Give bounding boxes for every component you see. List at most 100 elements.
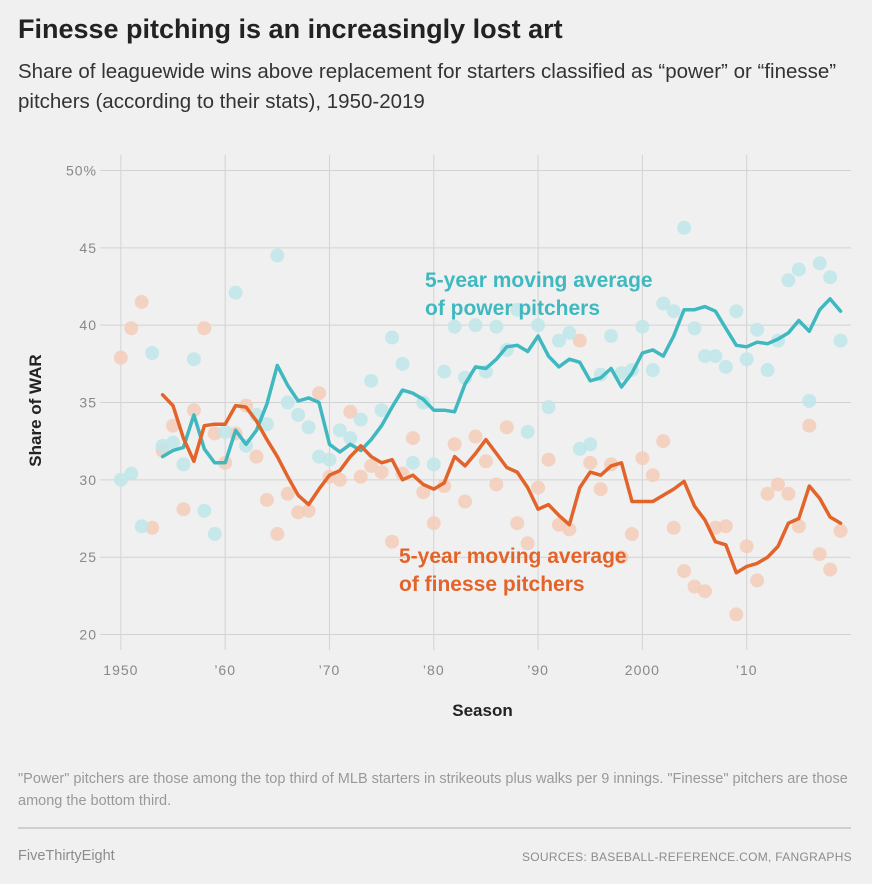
finesse-point bbox=[270, 526, 285, 541]
power-point bbox=[531, 318, 546, 333]
y-tick-label: 50% bbox=[66, 162, 97, 178]
power-point bbox=[468, 318, 483, 333]
power-point bbox=[437, 364, 452, 379]
power-point bbox=[572, 441, 587, 456]
finesse-point bbox=[416, 485, 431, 500]
power-point bbox=[645, 363, 660, 378]
power-point bbox=[823, 270, 838, 285]
y-tick-label: 45 bbox=[79, 240, 97, 256]
finesse-point bbox=[478, 454, 493, 469]
finesse-point bbox=[332, 472, 347, 487]
power-point bbox=[833, 333, 848, 348]
finesse-point bbox=[176, 502, 191, 517]
x-tick-label: ’10 bbox=[736, 662, 758, 678]
power-point bbox=[124, 466, 139, 481]
finesse-series-label: of finesse pitchers bbox=[399, 573, 585, 596]
x-tick-label: ’90 bbox=[527, 662, 549, 678]
finesse-point bbox=[343, 404, 358, 419]
y-tick-label: 30 bbox=[79, 472, 97, 488]
finesse-point bbox=[145, 520, 160, 535]
finesse-point bbox=[833, 523, 848, 538]
finesse-point bbox=[186, 403, 201, 418]
finesse-point bbox=[593, 482, 608, 497]
chart-footnote: "Power" pitchers are those among the top… bbox=[18, 771, 848, 809]
power-point bbox=[583, 437, 598, 452]
finesse-point bbox=[197, 321, 212, 336]
finesse-point bbox=[770, 477, 785, 492]
power-point bbox=[697, 349, 712, 364]
finesse-point bbox=[531, 480, 546, 495]
power-point bbox=[113, 472, 128, 487]
power-series-label: 5-year moving average bbox=[425, 269, 653, 292]
power-point bbox=[332, 423, 347, 438]
power-point bbox=[270, 248, 285, 263]
power-point bbox=[510, 302, 525, 317]
power-point bbox=[718, 359, 733, 374]
finesse-point bbox=[729, 607, 744, 622]
power-point bbox=[259, 417, 274, 432]
finesse-point bbox=[489, 477, 504, 492]
finesse-point bbox=[645, 468, 660, 483]
finesse-point bbox=[124, 321, 139, 336]
finesse-series-label: 5-year moving average bbox=[399, 545, 627, 568]
finesse-point bbox=[614, 550, 629, 565]
power-point bbox=[708, 349, 723, 364]
finesse-point bbox=[385, 534, 400, 549]
finesse-point bbox=[280, 486, 295, 501]
power-point bbox=[739, 352, 754, 367]
finesse-point bbox=[583, 455, 598, 470]
finesse-point bbox=[364, 458, 379, 473]
y-tick-label: 35 bbox=[79, 395, 97, 411]
finesse-point bbox=[259, 492, 274, 507]
power-point bbox=[218, 424, 233, 439]
finesse-point bbox=[353, 469, 368, 484]
x-tick-label: 1950 bbox=[103, 662, 138, 678]
power-point bbox=[426, 457, 441, 472]
y-tick-label: 40 bbox=[79, 317, 97, 333]
x-tick-label: ’80 bbox=[423, 662, 445, 678]
x-axis-label: Season bbox=[452, 701, 512, 720]
x-tick-label: ’70 bbox=[319, 662, 341, 678]
finesse-point bbox=[499, 420, 514, 435]
power-point bbox=[562, 325, 577, 340]
power-moving-average-line bbox=[160, 297, 843, 465]
brand-logo-text: FiveThirtyEight bbox=[18, 848, 115, 864]
power-point bbox=[405, 455, 420, 470]
power-point bbox=[343, 431, 358, 446]
finesse-point bbox=[447, 437, 462, 452]
finesse-point bbox=[562, 522, 577, 537]
sources-note: SOURCES: BASEBALL-REFERENCE.COM, FANGRAP… bbox=[521, 850, 852, 864]
finesse-point bbox=[520, 536, 535, 551]
power-point bbox=[750, 322, 765, 337]
power-point bbox=[791, 262, 806, 277]
finesse-point bbox=[697, 584, 712, 599]
finesse-point bbox=[134, 294, 149, 309]
power-point bbox=[228, 285, 243, 300]
power-point bbox=[541, 400, 556, 415]
y-tick-label: 20 bbox=[79, 627, 97, 643]
power-point bbox=[635, 319, 650, 334]
finesse-point bbox=[510, 516, 525, 531]
power-point bbox=[134, 519, 149, 534]
finesse-point bbox=[468, 429, 483, 444]
finesse-point bbox=[624, 526, 639, 541]
power-point bbox=[353, 412, 368, 427]
chart-title: Finesse pitching is an increasingly lost… bbox=[18, 14, 563, 44]
power-point bbox=[166, 435, 181, 450]
power-point bbox=[186, 352, 201, 367]
power-point bbox=[447, 319, 462, 334]
y-tick-label: 25 bbox=[79, 549, 97, 565]
power-point bbox=[551, 333, 566, 348]
power-point bbox=[812, 256, 827, 271]
power-point bbox=[374, 403, 389, 418]
power-point bbox=[656, 296, 671, 311]
finesse-point bbox=[291, 505, 306, 520]
power-point bbox=[687, 321, 702, 336]
finesse-point bbox=[437, 479, 452, 494]
power-point bbox=[781, 273, 796, 288]
finesse-point bbox=[426, 516, 441, 531]
power-point bbox=[291, 407, 306, 422]
power-point bbox=[604, 328, 619, 343]
x-tick-label: ’60 bbox=[214, 662, 236, 678]
power-point bbox=[176, 457, 191, 472]
